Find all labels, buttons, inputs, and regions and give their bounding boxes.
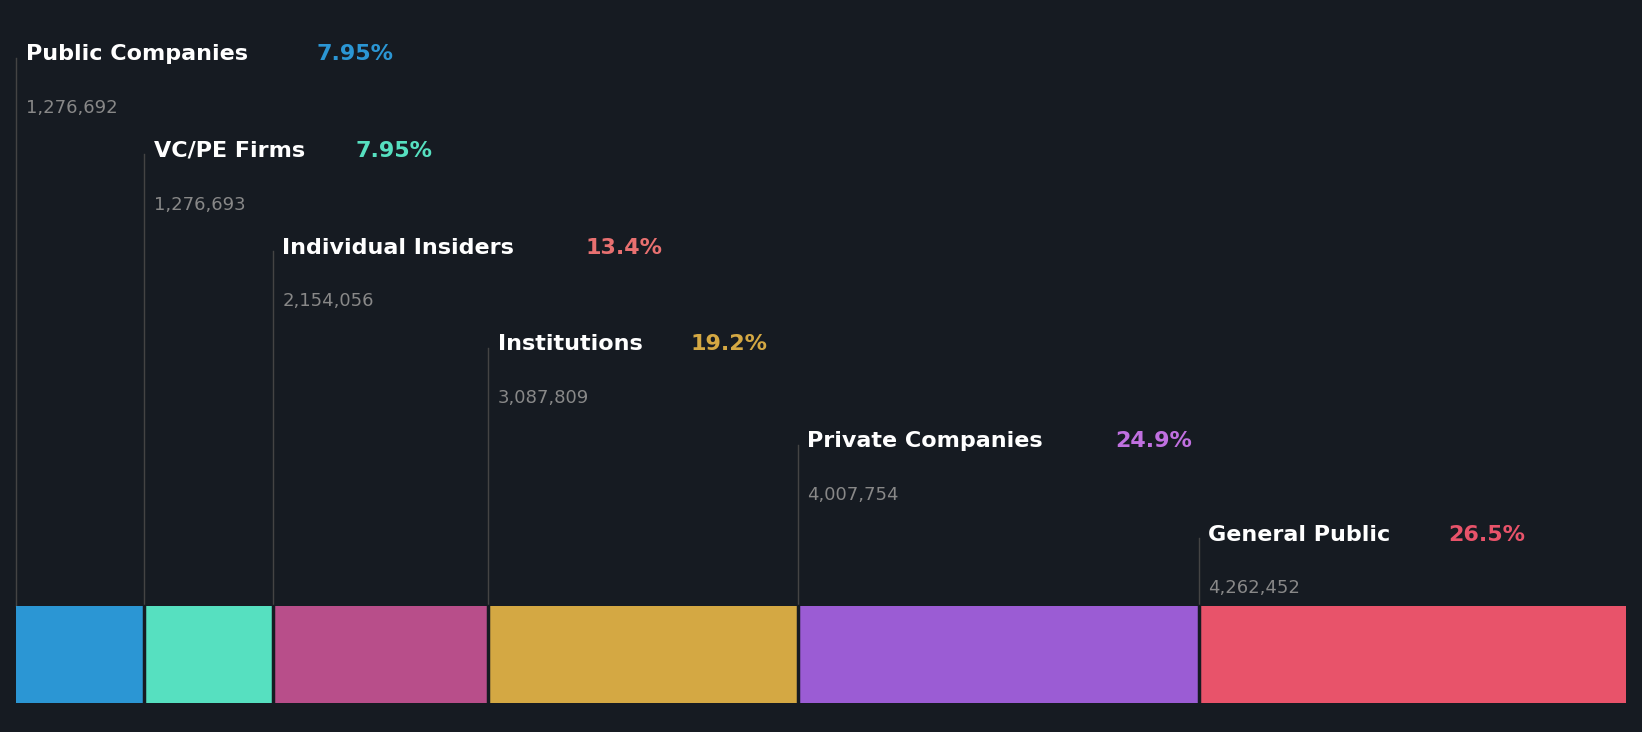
Text: 26.5%: 26.5% xyxy=(1448,525,1525,545)
Bar xyxy=(798,606,1199,703)
Text: 2,154,056: 2,154,056 xyxy=(282,293,374,310)
Text: 1,276,693: 1,276,693 xyxy=(154,195,246,214)
Bar xyxy=(144,606,273,703)
Text: 1,276,692: 1,276,692 xyxy=(26,99,118,116)
Text: 13.4%: 13.4% xyxy=(585,238,662,258)
Text: 19.2%: 19.2% xyxy=(691,335,768,354)
Text: Institutions: Institutions xyxy=(498,335,650,354)
Text: 4,007,754: 4,007,754 xyxy=(808,486,898,504)
Bar xyxy=(16,606,144,703)
Text: Public Companies: Public Companies xyxy=(26,44,256,64)
Text: General Public: General Public xyxy=(1209,525,1399,545)
Bar xyxy=(1199,606,1626,703)
Text: Private Companies: Private Companies xyxy=(808,431,1051,452)
Text: 24.9%: 24.9% xyxy=(1115,431,1192,452)
Text: 7.95%: 7.95% xyxy=(317,44,394,64)
Text: 4,262,452: 4,262,452 xyxy=(1209,580,1300,597)
Bar xyxy=(488,606,798,703)
Text: 7.95%: 7.95% xyxy=(355,141,432,161)
Text: 3,087,809: 3,087,809 xyxy=(498,389,589,407)
Text: Individual Insiders: Individual Insiders xyxy=(282,238,522,258)
Text: VC/PE Firms: VC/PE Firms xyxy=(154,141,314,161)
Bar xyxy=(273,606,488,703)
